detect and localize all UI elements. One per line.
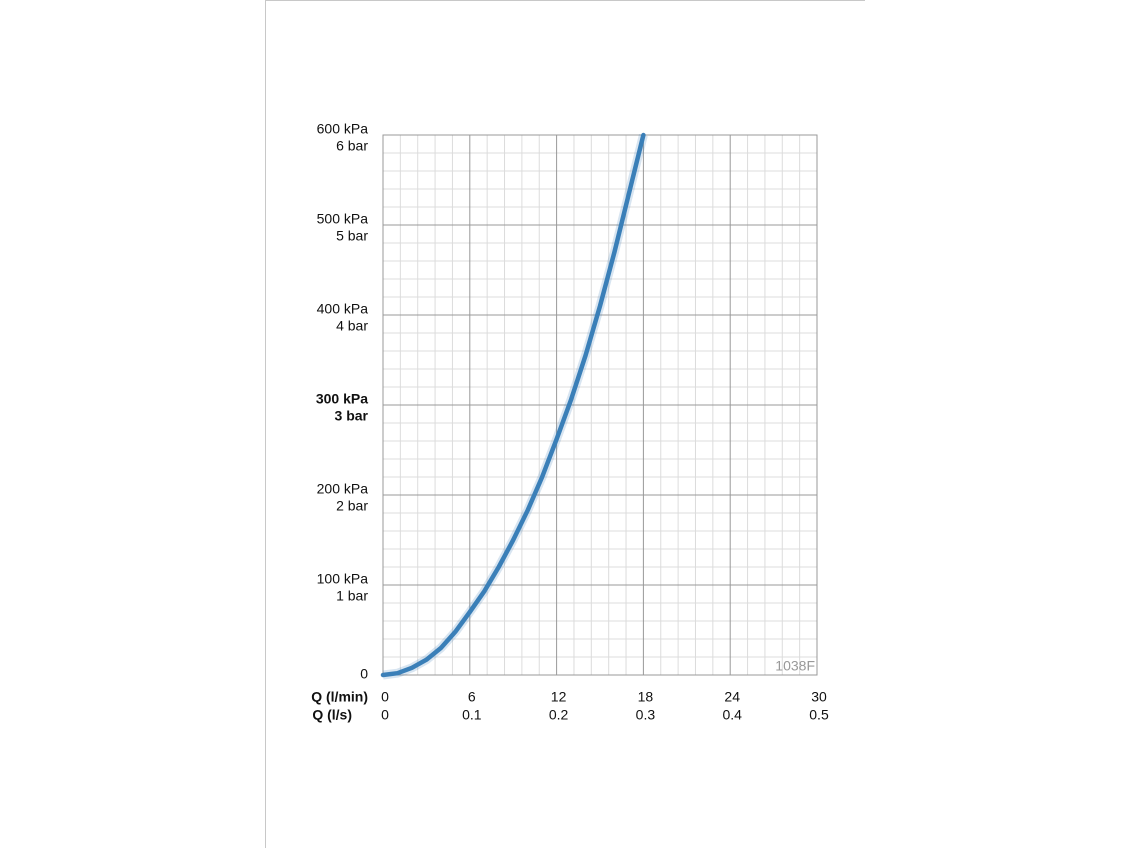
x-tick-label: 12 [551,689,567,705]
y-tick-bar-label: 3 bar [335,408,369,424]
y-tick-bar-label: 4 bar [336,318,368,334]
y-tick-bar-label: 2 bar [336,498,368,514]
y-tick-label: 300 kPa [316,391,368,407]
y-tick-bar-label: 6 bar [336,138,368,154]
y-tick-label: 400 kPa [317,301,369,317]
x-tick-label: 6 [468,689,476,705]
y-tick-label: 0 [360,666,368,682]
x2-tick-label: 0.4 [722,707,742,723]
x-tick-label: 24 [724,689,740,705]
x2-axis-label: Q (l/s) [312,707,352,723]
x-tick-label: 18 [638,689,654,705]
curve [380,132,646,678]
y-tick-bar-label: 5 bar [336,228,368,244]
grid [382,134,818,676]
x-axis-label: Q (l/min) [311,689,368,705]
y-tick-label: 500 kPa [317,211,369,227]
y-tick-label: 600 kPa [317,121,369,137]
x2-tick-label: 0.5 [809,707,829,723]
y-tick-label: 100 kPa [317,571,369,587]
y-tick-bar-label: 1 bar [336,588,368,604]
x-tick-label: 30 [811,689,827,705]
y-tick-label: 200 kPa [317,481,369,497]
x2-tick-label: 0.1 [462,707,482,723]
annotation: 1038F [775,658,815,674]
x-tick-label: 0 [381,689,389,705]
plot-border [382,134,818,676]
x2-tick-label: 0.2 [549,707,569,723]
x2-tick-label: 0 [381,707,389,723]
x2-tick-label: 0.3 [636,707,656,723]
